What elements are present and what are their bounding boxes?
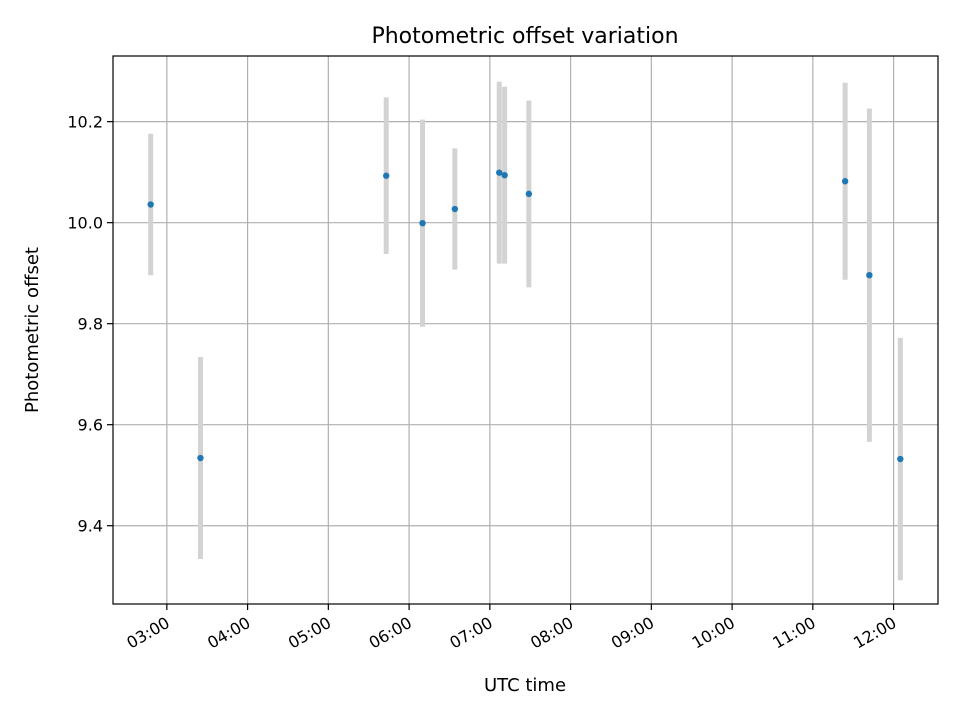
- data-points: [147, 169, 904, 463]
- data-point: [197, 454, 204, 462]
- y-tick-label: 9.8: [78, 315, 103, 334]
- data-point: [866, 272, 873, 279]
- grid: [113, 56, 938, 604]
- data-point: [383, 172, 390, 179]
- data-point: [501, 171, 508, 179]
- x-tick-label: 09:00: [608, 613, 657, 653]
- plot-frame: [112, 55, 939, 605]
- data-point: [419, 219, 426, 227]
- y-tick-label: 9.6: [78, 416, 103, 435]
- y-tick-label: 10.0: [67, 214, 103, 233]
- data-point: [525, 190, 533, 198]
- y-axis-ticks: 9.4 9.6 9.8 10.0 10.2: [67, 113, 113, 536]
- chart-title: Photometric offset variation: [371, 24, 678, 49]
- x-tick-label: 11:00: [769, 613, 818, 653]
- data-point: [841, 178, 849, 185]
- x-tick-label: 06:00: [366, 613, 415, 653]
- data-point: [451, 205, 459, 213]
- y-tick-label: 9.4: [78, 517, 103, 536]
- x-tick-label: 03:00: [123, 613, 172, 653]
- error-bars: [148, 81, 903, 581]
- x-tick-label: 04:00: [204, 613, 253, 653]
- x-tick-label: 12:00: [850, 613, 899, 653]
- y-axis-label: Photometric offset: [22, 247, 43, 413]
- x-tick-label: 08:00: [527, 613, 576, 653]
- x-axis-label: UTC time: [484, 675, 566, 696]
- data-point: [147, 201, 154, 208]
- x-tick-label: 07:00: [446, 613, 495, 653]
- data-point: [496, 169, 503, 176]
- y-tick-label: 10.2: [67, 113, 103, 132]
- x-axis-ticks: 03:00 04:00 05:00 06:00 07:00 08:00 09:00 10:00…: [123, 604, 900, 653]
- data-point: [897, 455, 904, 463]
- x-tick-label: 05:00: [285, 613, 334, 653]
- x-tick-label: 10:00: [689, 613, 738, 653]
